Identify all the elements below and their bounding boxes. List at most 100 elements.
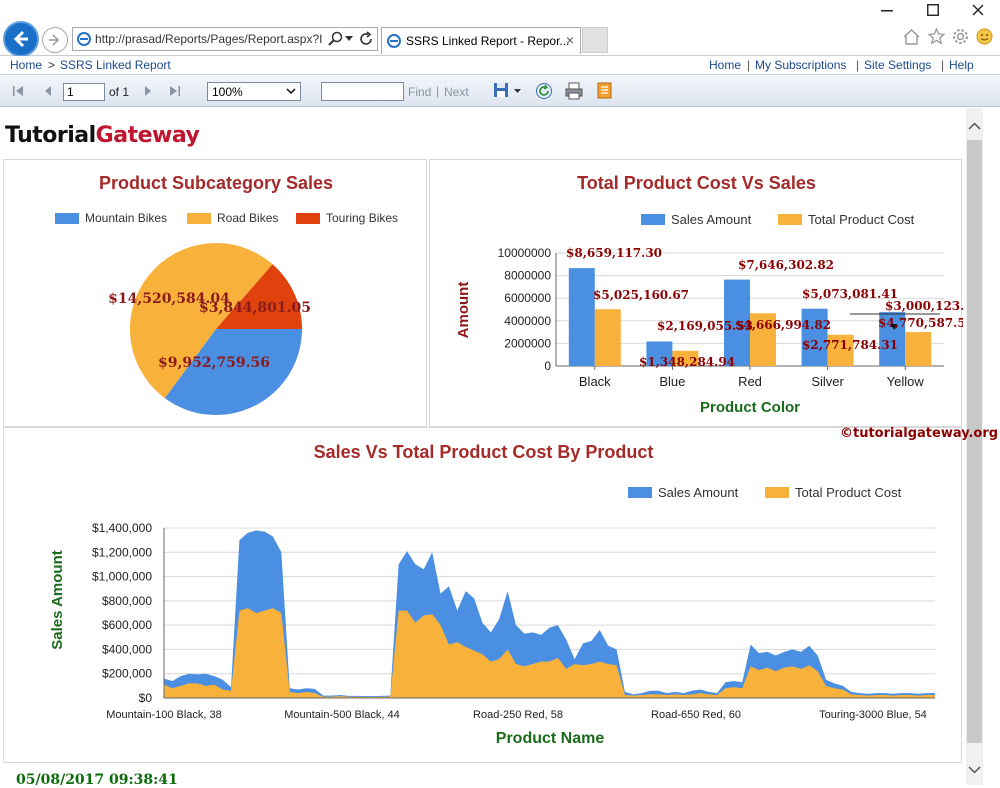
first-page-icon[interactable] xyxy=(12,85,24,97)
y-tick-label: $400,000 xyxy=(102,642,152,656)
bar-yellow-cost xyxy=(905,332,932,366)
watermark-text: ©tutorialgateway.org xyxy=(840,426,999,441)
data-feed-icon[interactable] xyxy=(597,82,612,99)
maximize-icon[interactable] xyxy=(927,4,939,16)
previous-page-icon[interactable] xyxy=(43,85,53,97)
next-page-icon[interactable] xyxy=(143,85,153,97)
pie-data-label: $3,844,801.05 xyxy=(199,300,311,316)
bar-blue-cost xyxy=(672,350,699,366)
y-tick-label: 4000000 xyxy=(504,314,551,328)
bar-data-label: $4,770,587.59 xyxy=(878,316,963,330)
pie-slice-road-bikes xyxy=(130,243,273,399)
export-save-icon[interactable] xyxy=(493,82,511,99)
back-button[interactable] xyxy=(3,21,39,57)
bar-data-label: $1,348,284.94 xyxy=(639,355,735,369)
leader-arrow xyxy=(891,324,897,330)
y-axis-title: Amount xyxy=(455,282,472,339)
bar-data-label: $2,771,784.31 xyxy=(802,338,898,352)
last-page-icon[interactable] xyxy=(169,85,181,97)
breadcrumb-home-link[interactable]: Home xyxy=(10,58,43,72)
browser-titlebar: http://prasad/Reports/Pages/Report.aspx?… xyxy=(0,0,1000,57)
smiley-feedback-icon[interactable] xyxy=(976,28,993,45)
bar-blue-sales xyxy=(646,341,673,366)
zoom-select[interactable]: 100% xyxy=(207,82,301,101)
link-separator: | xyxy=(856,58,860,72)
y-axis-title: Sales Amount xyxy=(49,550,66,649)
find-text-input[interactable] xyxy=(321,82,404,101)
y-tick-label: 6000000 xyxy=(504,291,551,305)
address-bar[interactable]: http://prasad/Reports/Pages/Report.aspx?… xyxy=(72,27,378,51)
bar-data-label: $5,073,081.41 xyxy=(802,287,898,301)
legend-swatch xyxy=(628,487,652,498)
bar-data-label: $5,025,160.67 xyxy=(593,288,689,302)
link-separator: | xyxy=(747,58,751,72)
x-tick-label: Black xyxy=(579,374,611,389)
bar-silver-sales xyxy=(801,308,828,366)
area-legend-sales: Sales Amount xyxy=(628,485,738,500)
scroll-down-icon[interactable] xyxy=(968,766,981,774)
next-find-link[interactable]: Next xyxy=(444,85,469,99)
y-tick-label: 8000000 xyxy=(504,269,551,283)
find-link[interactable]: Find xyxy=(408,85,432,99)
pie-chart-title: Product Subcategory Sales xyxy=(98,173,334,193)
y-tick-label: 0 xyxy=(544,359,551,373)
print-icon[interactable] xyxy=(565,82,583,100)
pie-chart: $9,952,759.56 $14,520,584.04$3,844,801.05 xyxy=(108,243,311,415)
search-icon[interactable] xyxy=(328,31,344,47)
bar-data-label: $2,169,055.53 xyxy=(657,319,753,333)
y-tick-label: $1,400,000 xyxy=(92,521,152,535)
x-axis-title: Product Color xyxy=(700,399,800,416)
help-link[interactable]: Help xyxy=(949,58,974,72)
y-tick-label: $800,000 xyxy=(102,594,152,608)
export-dropdown-icon[interactable] xyxy=(514,89,521,94)
minimize-icon[interactable] xyxy=(881,10,893,12)
x-axis-title: Product Name xyxy=(496,730,605,747)
arrow-left-icon xyxy=(13,30,28,48)
browser-tab[interactable]: SSRS Linked Report - Repor... × xyxy=(381,27,581,54)
dropdown-arrow-icon[interactable] xyxy=(345,36,353,42)
y-tick-label: $1,000,000 xyxy=(92,570,152,584)
pie-data-label: $14,520,584.04 xyxy=(108,291,230,307)
page-number-input[interactable] xyxy=(63,83,105,101)
bar-black-cost xyxy=(594,309,621,366)
x-tick-label: Yellow xyxy=(887,374,925,389)
scroll-up-icon[interactable] xyxy=(968,122,981,130)
scrollbar-thumb[interactable] xyxy=(967,140,982,743)
bar-chart-title: Total Product Cost Vs Sales xyxy=(577,173,816,193)
bar-chart: 10000000 8000000 6000000 4000000 2000000 0 Bla… xyxy=(455,246,963,416)
breadcrumb-current-link[interactable]: SSRS Linked Report xyxy=(60,58,171,72)
bar-yellow-sales xyxy=(879,312,906,366)
page-count-label: of 1 xyxy=(109,85,130,99)
home-icon[interactable] xyxy=(903,29,920,45)
bar-data-label: $3,000,123.41 xyxy=(885,299,963,313)
new-tab-button[interactable] xyxy=(582,27,608,53)
refresh-report-icon[interactable] xyxy=(535,82,553,100)
forward-button[interactable] xyxy=(42,27,68,53)
pie-legend-road: Road Bikes xyxy=(187,211,278,225)
tab-close-icon[interactable]: × xyxy=(565,32,574,48)
x-tick-label: Silver xyxy=(811,374,844,389)
bar-black-sales xyxy=(568,268,595,366)
bar-red-cost xyxy=(750,313,776,366)
bar-data-label: $4,666,994.82 xyxy=(735,318,831,332)
bar-red-sales xyxy=(724,279,750,366)
report-header-bar: Home > SSRS Linked Report Home | My Subs… xyxy=(0,56,1000,74)
zoom-value: 100% xyxy=(212,85,243,99)
pie-slice-mountain-bikes xyxy=(164,329,302,415)
refresh-icon[interactable] xyxy=(358,31,374,47)
area-legend-cost: Total Product Cost xyxy=(765,485,901,500)
home-link[interactable]: Home xyxy=(709,58,742,72)
report-toolbar: of 1 100% Find | Next xyxy=(0,74,1000,107)
legend-swatch xyxy=(641,214,665,225)
bar-legend-sales: Sales Amount xyxy=(641,212,751,227)
bar-chart-panel: Total Product Cost Vs Sales Sales Amount… xyxy=(429,159,963,427)
y-tick-label: $0 xyxy=(139,691,153,705)
close-window-icon[interactable] xyxy=(972,4,984,16)
area-chart: $1,400,000 $1,200,000 $1,000,000 $800,000 $6… xyxy=(49,521,935,747)
favorites-star-icon[interactable] xyxy=(928,28,945,45)
site-settings-link[interactable]: Site Settings xyxy=(864,58,932,72)
my-subscriptions-link[interactable]: My Subscriptions xyxy=(755,58,847,72)
settings-gear-icon[interactable] xyxy=(952,28,969,45)
x-tick-label: Road-250 Red, 58 xyxy=(473,709,563,721)
legend-swatch xyxy=(778,214,802,225)
